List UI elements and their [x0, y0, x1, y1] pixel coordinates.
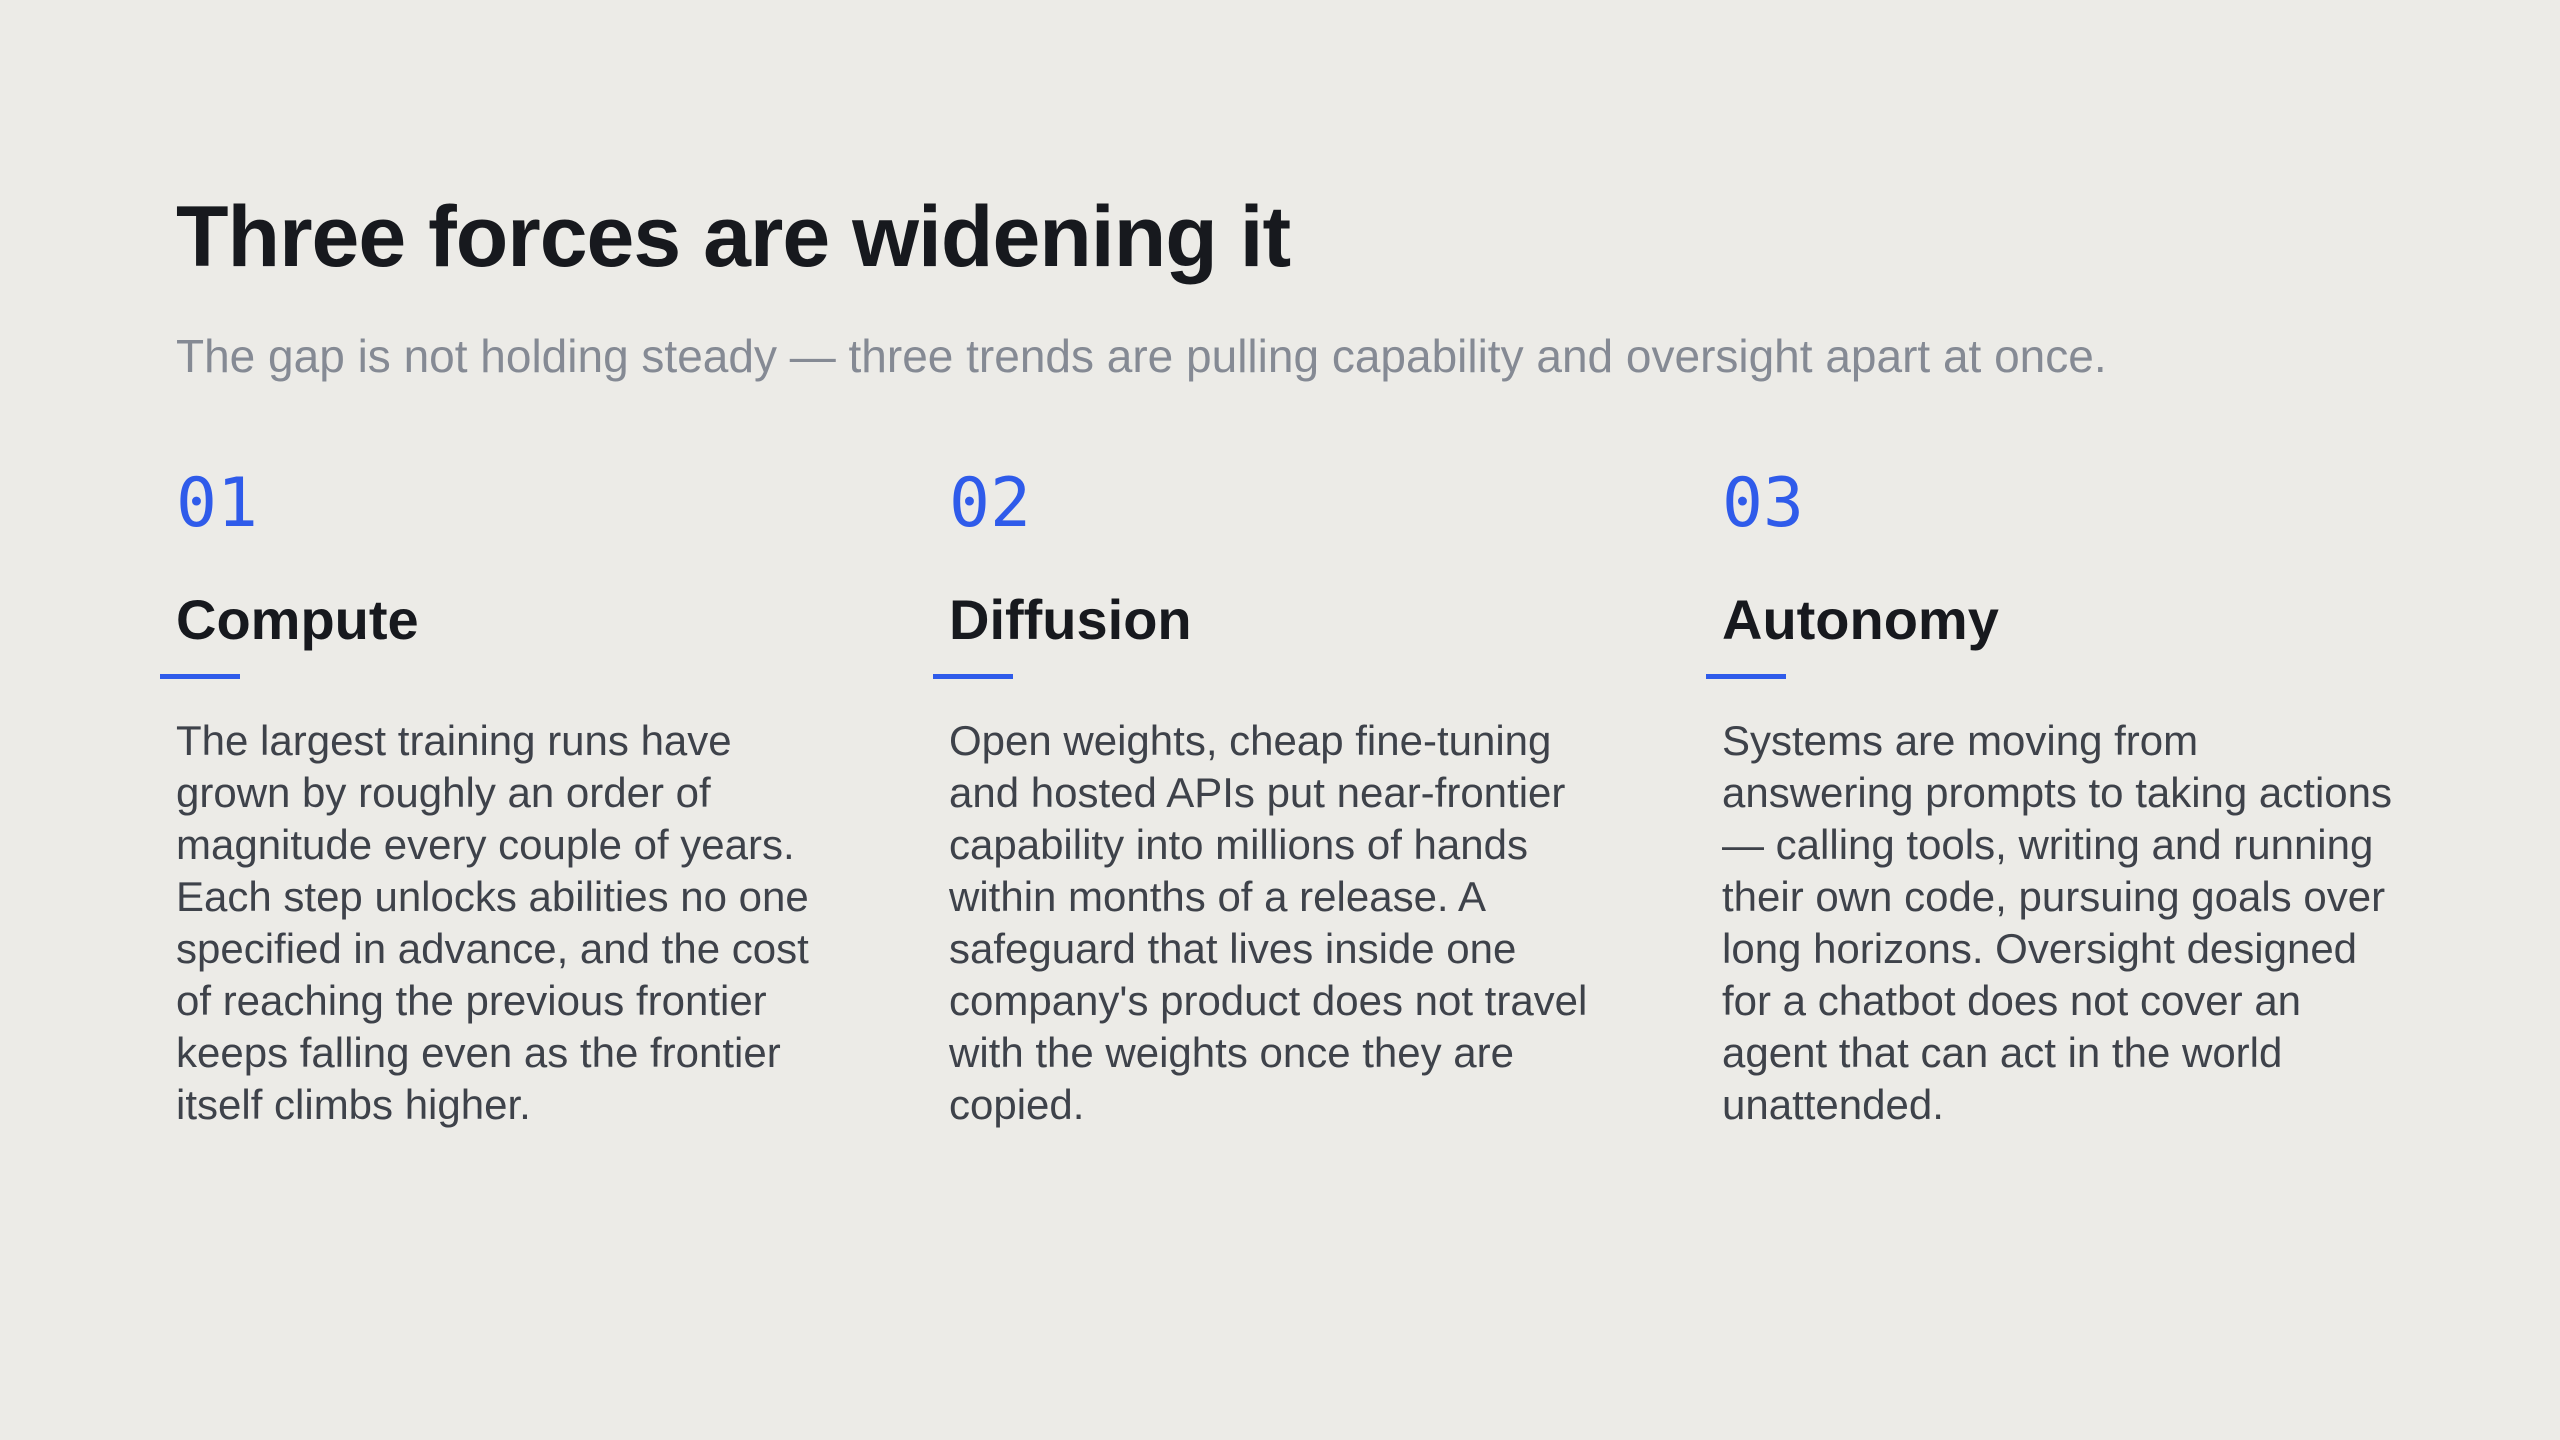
- force-description: Open weights, cheap fine-tuning and host…: [949, 717, 1588, 1128]
- force-description: Systems are moving from answering prompt…: [1722, 717, 2393, 1128]
- force-number: 01: [176, 464, 258, 543]
- accent-rule: [160, 674, 240, 679]
- slide-subtitle: The gap is not holding steady — three tr…: [176, 330, 2107, 382]
- force-heading: Diffusion: [949, 588, 1192, 651]
- accent-rule: [933, 674, 1013, 679]
- force-number: 02: [949, 464, 1031, 543]
- force-heading: Compute: [176, 588, 419, 651]
- force-column-compute: 01 Compute The largest training runs hav…: [160, 460, 856, 1131]
- force-column-diffusion: 02 Diffusion Open weights, cheap fine-tu…: [933, 460, 1629, 1131]
- force-number: 03: [1722, 464, 1804, 543]
- force-heading: Autonomy: [1722, 588, 1999, 651]
- force-description: The largest training runs have grown by …: [176, 717, 809, 1128]
- accent-rule: [1706, 674, 1786, 679]
- slide-title: Three forces are widening it: [176, 189, 1291, 285]
- force-column-autonomy: 03 Autonomy Systems are moving from answ…: [1706, 460, 2402, 1131]
- forces-columns: 01 Compute The largest training runs hav…: [160, 460, 2426, 1220]
